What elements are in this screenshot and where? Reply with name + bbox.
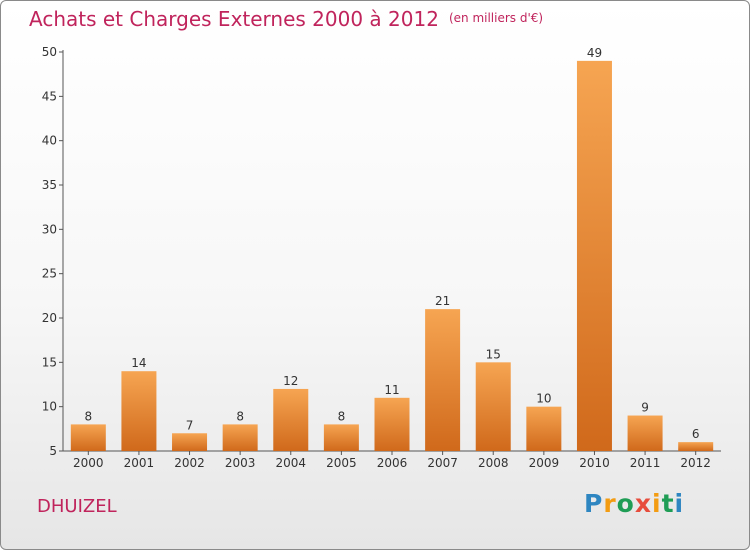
x-tick-label: 2007 <box>427 456 458 470</box>
y-tick-label: 25 <box>42 267 57 281</box>
y-tick-label: 20 <box>42 311 57 325</box>
bar-value-label: 14 <box>131 356 146 370</box>
logo-letter: i <box>674 489 685 518</box>
chart-title: Achats et Charges Externes 2000 à 2012 (e… <box>29 7 543 31</box>
logo-letter: r <box>603 489 617 518</box>
bar <box>323 424 359 451</box>
place-name: DHUIZEL <box>37 496 117 517</box>
logo-letter: x <box>634 489 652 518</box>
y-tick-label: 45 <box>42 89 57 103</box>
bar <box>121 371 157 451</box>
bar <box>222 424 258 451</box>
bar-value-label: 21 <box>435 294 450 308</box>
x-tick-label: 2006 <box>377 456 408 470</box>
chart-unit: (en milliers d'€) <box>448 11 544 25</box>
x-tick-label: 2005 <box>326 456 357 470</box>
y-tick-label: 5 <box>49 444 57 458</box>
y-tick-label: 15 <box>42 355 57 369</box>
x-tick-label: 2009 <box>529 456 560 470</box>
x-tick-label: 2001 <box>124 456 155 470</box>
bar-value-label: 10 <box>536 392 551 406</box>
x-tick-label: 2003 <box>225 456 256 470</box>
x-tick-label: 2002 <box>174 456 205 470</box>
x-tick-label: 2004 <box>275 456 306 470</box>
logo-letter: o <box>616 489 635 518</box>
x-tick-label: 2008 <box>478 456 509 470</box>
bar <box>576 60 612 451</box>
bar <box>526 406 562 451</box>
bar-value-label: 15 <box>486 347 501 361</box>
chart-title-text: Achats et Charges Externes 2000 à 2012 <box>29 7 439 31</box>
bar <box>172 433 208 451</box>
bar-value-label: 8 <box>338 409 346 423</box>
y-tick-label: 35 <box>42 178 57 192</box>
y-tick-label: 40 <box>42 134 57 148</box>
bar-value-label: 8 <box>84 409 92 423</box>
bar <box>678 442 714 451</box>
bar-value-label: 11 <box>384 383 399 397</box>
x-tick-label: 2012 <box>680 456 711 470</box>
bar-value-label: 49 <box>587 46 602 60</box>
y-tick-label: 30 <box>42 222 57 236</box>
bar-value-label: 8 <box>236 409 244 423</box>
bar-value-label: 12 <box>283 374 298 388</box>
logo-letter: i <box>652 489 662 518</box>
bar <box>273 388 309 451</box>
x-tick-label: 2011 <box>630 456 661 470</box>
logo-letter: P <box>584 489 604 518</box>
x-tick-label: 2000 <box>73 456 104 470</box>
bar <box>475 362 511 451</box>
logo-letter: t <box>661 489 675 518</box>
bar <box>70 424 106 451</box>
proxiti-logo: Proxiti <box>584 489 684 518</box>
y-tick-label: 10 <box>42 400 57 414</box>
bar-value-label: 9 <box>641 401 649 415</box>
bar-value-label: 7 <box>186 418 194 432</box>
bar <box>627 415 663 451</box>
x-tick-label: 2010 <box>579 456 610 470</box>
bar-value-label: 6 <box>692 427 700 441</box>
y-tick-label: 50 <box>42 45 57 59</box>
bar <box>425 309 461 451</box>
bar <box>374 397 410 451</box>
